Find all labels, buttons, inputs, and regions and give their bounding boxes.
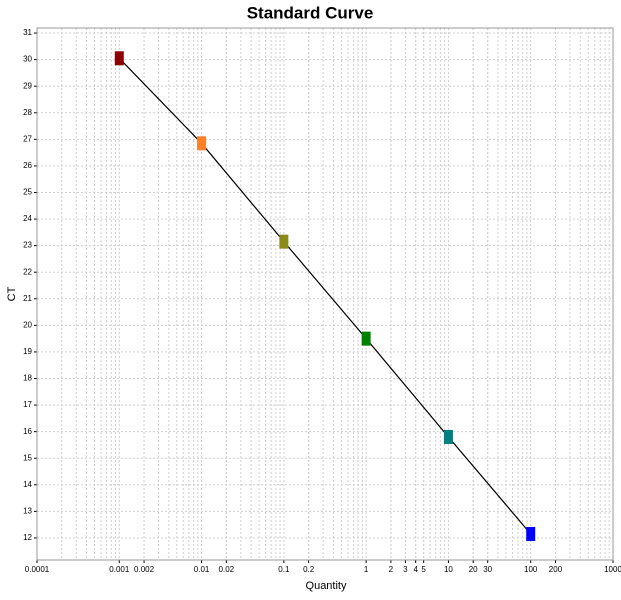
y-tick-label: 23: [23, 241, 32, 250]
point: [279, 234, 289, 249]
y-tick-label: 28: [23, 108, 32, 117]
y-tick-label: 14: [23, 480, 32, 489]
x-tick-label: 3: [403, 565, 408, 574]
x-tick-label: 4: [413, 565, 418, 574]
fit-line: [118, 57, 532, 535]
x-tick-label: 0.1: [278, 565, 290, 574]
x-tick-label: 0.002: [134, 565, 155, 574]
y-tick-label: 16: [23, 427, 32, 436]
x-tick-label: 200: [549, 565, 563, 574]
y-tick-label: 18: [23, 374, 32, 383]
plot-frame: [36, 27, 614, 561]
y-tick-label: 30: [23, 55, 32, 64]
y-axis-label: CT: [6, 286, 18, 301]
point: [197, 136, 207, 151]
point: [361, 331, 371, 346]
y-tick-label: 20: [23, 320, 32, 329]
point: [114, 51, 124, 66]
x-tick-label: 0.001: [109, 565, 130, 574]
x-tick-label: 10: [444, 565, 453, 574]
y-tick-label: 27: [23, 134, 32, 143]
x-tick-label: 2: [389, 565, 394, 574]
y-tick-label: 25: [23, 188, 32, 197]
x-tick-label: 0.0001: [25, 565, 50, 574]
x-tick-label: 1: [364, 565, 369, 574]
point: [443, 429, 453, 444]
x-tick-label: 1000: [604, 565, 621, 574]
y-tick-label: 21: [23, 294, 32, 303]
y-tick-label: 22: [23, 267, 32, 276]
x-axis-label: Quantity: [306, 580, 347, 592]
x-tick-label: 0.01: [194, 565, 210, 574]
y-tick-label: 15: [23, 453, 32, 462]
x-tick-label: 0.2: [303, 565, 315, 574]
x-tick-label: 100: [524, 565, 538, 574]
y-tick-label: 17: [23, 400, 32, 409]
x-tick-label: 5: [421, 565, 426, 574]
chart-title: Standard Curve: [247, 3, 374, 22]
y-tick-label: 24: [23, 214, 32, 223]
y-tick-label: 31: [23, 28, 32, 37]
x-tick-label: 20: [469, 565, 478, 574]
y-tick-label: 19: [23, 347, 32, 356]
x-tick-label: 30: [483, 565, 492, 574]
y-tick-label: 26: [23, 161, 32, 170]
y-tick-label: 29: [23, 81, 32, 90]
y-tick-label: 12: [23, 533, 32, 542]
x-tick-label: 0.02: [219, 565, 235, 574]
point: [526, 526, 536, 541]
y-tick-label: 13: [23, 506, 32, 515]
